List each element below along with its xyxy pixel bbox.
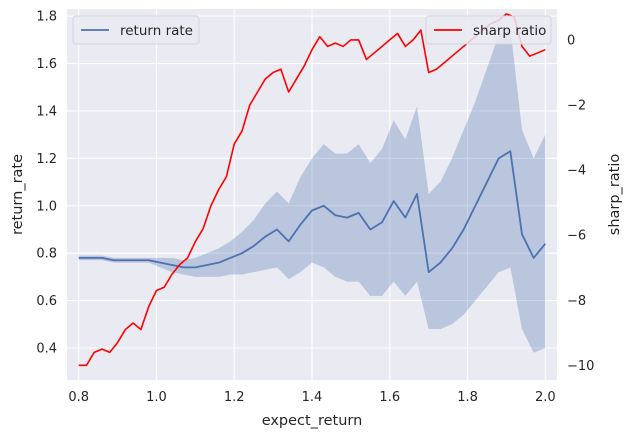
y-tick-label: 1.0 (36, 199, 57, 214)
y-tick-label: 0.6 (36, 294, 57, 309)
x-tick-label: 1.6 (379, 390, 400, 405)
y-tick-label: 0.8 (36, 247, 57, 262)
y-tick-label: 1.2 (36, 152, 57, 167)
legend-return-rate: return rate (72, 15, 200, 45)
y-tick-label: 1.6 (36, 57, 57, 72)
legend-sharp-ratio: sharp ratio (425, 15, 552, 45)
tick-labels: 0.8 1.0 1.2 1.4 1.6 1.8 2.0 0.4 0.6 0.8 1.0 1.2 1.4 1… (36, 10, 594, 405)
x-tick-label: 1.0 (146, 390, 167, 405)
y-tick-label: 1.4 (36, 104, 57, 119)
return-rate-line (78, 150, 547, 274)
y2-tick-label: −6 (567, 229, 586, 244)
y2-tick-label: −2 (567, 99, 586, 114)
y2-tick-label: 0 (567, 33, 575, 48)
x-tick-label: 0.8 (68, 390, 89, 405)
x-tick-label: 1.4 (302, 390, 323, 405)
y-tick-label: 1.8 (36, 10, 57, 25)
x-tick-label: 2.0 (535, 390, 556, 405)
y2-tick-label: −10 (567, 359, 594, 374)
x-axis-label: expect_return (262, 413, 363, 429)
legend-box (425, 15, 552, 45)
legend-box (72, 15, 200, 45)
y2-axis-label: sharp_ratio (607, 154, 623, 236)
y2-tick-label: −4 (567, 164, 586, 179)
y-axis-label: return_rate (10, 154, 26, 235)
legend-label-return-rate: return rate (120, 23, 193, 39)
y2-tick-label: −8 (567, 294, 586, 309)
y-tick-label: 0.4 (36, 341, 57, 356)
x-tick-label: 1.8 (457, 390, 478, 405)
legend-label-sharp-ratio: sharp ratio (473, 23, 546, 39)
x-tick-label: 1.2 (224, 390, 245, 405)
